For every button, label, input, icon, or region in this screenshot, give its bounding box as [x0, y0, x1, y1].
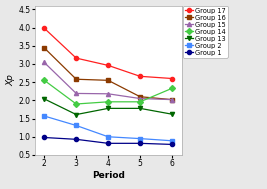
Line: Group 14: Group 14 — [42, 78, 174, 106]
Group 14 — [43, 79, 46, 81]
Group 17 — [170, 77, 174, 80]
Line: Group 15: Group 15 — [42, 60, 174, 102]
Group 1 — [74, 138, 78, 140]
Line: Group 1: Group 1 — [42, 135, 174, 146]
X-axis label: Period: Period — [92, 171, 125, 180]
Group 13 — [170, 113, 174, 115]
Group 13 — [43, 98, 46, 100]
Group 2 — [43, 115, 46, 117]
Group 16 — [139, 96, 142, 98]
Group 17 — [139, 75, 142, 77]
Line: Group 17: Group 17 — [42, 26, 174, 81]
Group 1 — [43, 136, 46, 139]
Group 15 — [107, 93, 110, 95]
Group 1 — [107, 142, 110, 144]
Y-axis label: Xp: Xp — [7, 74, 16, 86]
Group 16 — [43, 47, 46, 49]
Group 2 — [107, 136, 110, 138]
Group 17 — [43, 27, 46, 29]
Group 2 — [139, 137, 142, 140]
Group 15 — [74, 92, 78, 94]
Group 1 — [170, 143, 174, 146]
Group 17 — [107, 64, 110, 67]
Group 14 — [170, 87, 174, 89]
Legend: Group 17, Group 16, Group 15, Group 14, Group 13, Group 2, Group 1: Group 17, Group 16, Group 15, Group 14, … — [183, 6, 228, 58]
Group 13 — [107, 107, 110, 109]
Group 13 — [139, 107, 142, 109]
Group 16 — [107, 79, 110, 81]
Group 14 — [74, 103, 78, 105]
Line: Group 2: Group 2 — [42, 114, 174, 143]
Line: Group 13: Group 13 — [42, 97, 174, 117]
Group 16 — [170, 98, 174, 101]
Line: Group 16: Group 16 — [42, 46, 174, 102]
Group 16 — [74, 78, 78, 80]
Group 1 — [139, 142, 142, 144]
Group 15 — [43, 61, 46, 64]
Group 13 — [74, 113, 78, 116]
Group 17 — [74, 57, 78, 59]
Group 15 — [139, 97, 142, 100]
Group 14 — [139, 101, 142, 103]
Group 14 — [107, 101, 110, 103]
Group 2 — [170, 140, 174, 142]
Group 15 — [170, 98, 174, 101]
Group 2 — [74, 124, 78, 127]
